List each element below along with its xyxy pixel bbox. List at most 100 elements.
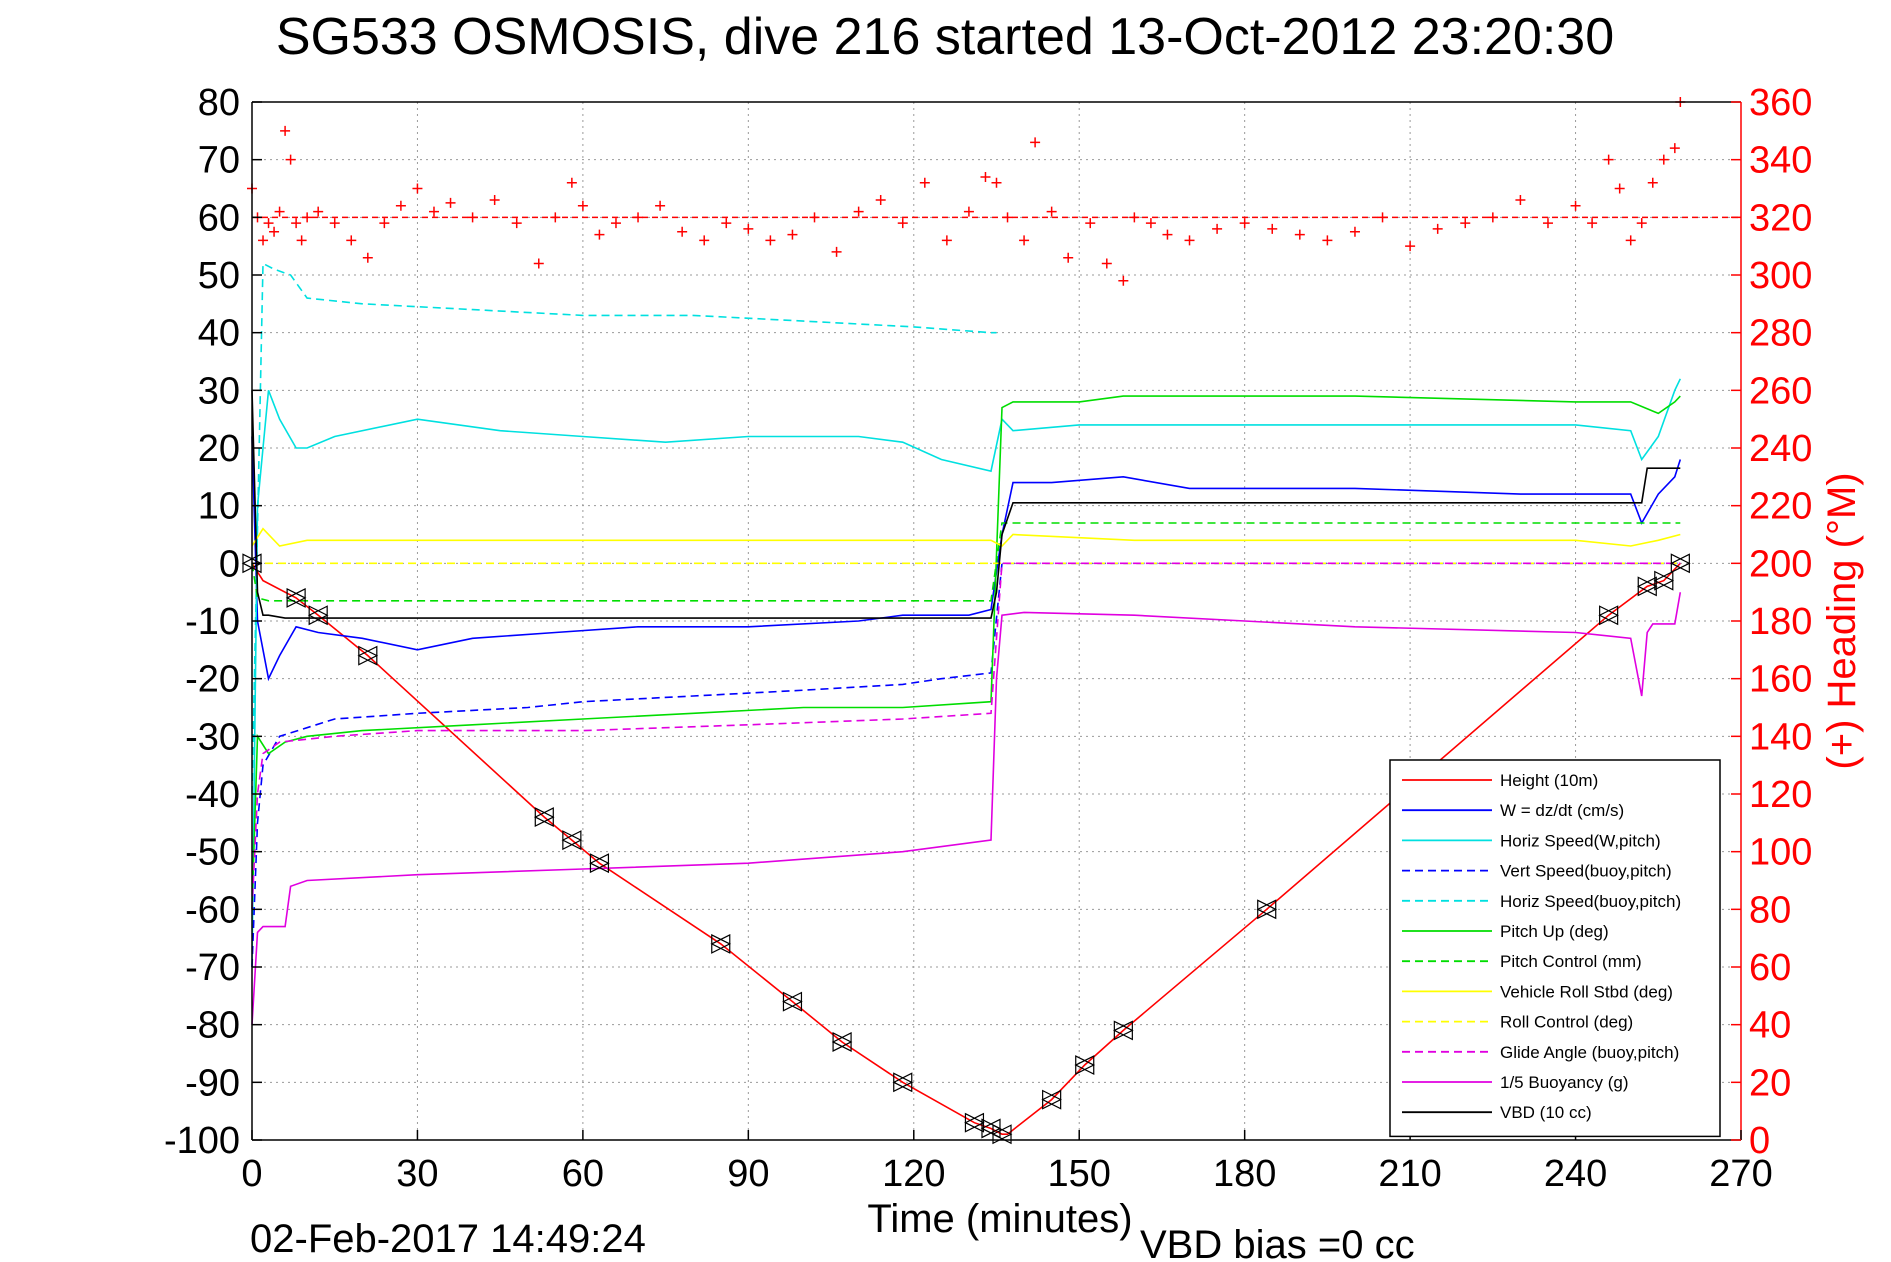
heading-point xyxy=(1101,258,1112,269)
heading-point xyxy=(1487,212,1498,223)
heading-point xyxy=(329,218,340,229)
right-y-tick-label: 240 xyxy=(1749,428,1812,470)
right-y-tick-label: 0 xyxy=(1749,1120,1770,1162)
heading-point xyxy=(787,229,798,240)
y-tick-label: -30 xyxy=(185,716,240,758)
heading-point xyxy=(1658,154,1669,165)
x-tick-label: 180 xyxy=(1213,1153,1276,1195)
legend: Height (10m) W = dz/dt (cm/s) Horiz Speed(… xyxy=(1389,759,1721,1138)
heading-point xyxy=(1542,218,1553,229)
heading-point xyxy=(274,206,285,217)
heading-point xyxy=(1129,212,1140,223)
heading-point xyxy=(1570,200,1581,211)
x-tick-label: 270 xyxy=(1709,1153,1772,1195)
y-tick-label: 50 xyxy=(198,255,240,297)
heading-point xyxy=(1647,177,1658,188)
heading-point xyxy=(467,212,478,223)
heading-point xyxy=(489,195,500,206)
right-y-tick-label: 160 xyxy=(1749,659,1812,701)
heading-point xyxy=(991,177,1002,188)
heading-point xyxy=(875,195,886,206)
heading-point xyxy=(280,125,291,136)
heading-point xyxy=(258,235,269,246)
y-tick-label: 80 xyxy=(198,82,240,124)
heading-point xyxy=(1432,223,1443,234)
heading-point xyxy=(743,223,754,234)
series-line xyxy=(251,562,1681,910)
heading-point xyxy=(1603,154,1614,165)
depth-marker xyxy=(991,1124,1013,1145)
x-tick-label: 210 xyxy=(1378,1153,1441,1195)
heading-point xyxy=(1118,275,1129,286)
series-line xyxy=(251,395,1681,910)
y-tick-label: -90 xyxy=(185,1062,240,1104)
heading-point xyxy=(963,206,974,217)
x-tick-label: 90 xyxy=(727,1153,769,1195)
heading-point xyxy=(428,206,439,217)
heading-point xyxy=(699,235,710,246)
heading-point xyxy=(677,226,688,237)
axes: 0 30 60 90 120 150 180 210 240 270-100-90-80-70-6… xyxy=(164,82,1812,1195)
series-line xyxy=(251,436,1682,682)
depth-marker xyxy=(710,933,732,954)
y-tick-label: -80 xyxy=(185,1005,240,1047)
x-tick-label: 60 xyxy=(562,1153,604,1195)
depth-marker xyxy=(1041,1089,1062,1110)
y-tick-label: 70 xyxy=(198,140,240,182)
right-y-tick-label: 280 xyxy=(1749,313,1812,355)
right-y-tick-label: 40 xyxy=(1749,1005,1791,1047)
heading-point xyxy=(533,258,544,269)
y-tick-label: -60 xyxy=(185,889,240,931)
heading-point xyxy=(721,218,732,229)
legend-entry: Roll Control (deg) xyxy=(1500,1013,1633,1032)
depth-marker xyxy=(533,807,555,828)
depth-marker xyxy=(1636,576,1658,597)
heading-point xyxy=(980,171,991,182)
heading-point xyxy=(285,154,296,165)
right-axis-label: (+) Heading (°M) xyxy=(1820,472,1864,769)
right-y-tick-label: 360 xyxy=(1749,82,1812,124)
x-tick-label: 0 xyxy=(241,1153,262,1195)
footer-note: VBD bias =0 cc xyxy=(1140,1223,1415,1262)
y-tick-label: 10 xyxy=(198,486,240,528)
heading-point xyxy=(445,197,456,208)
depth-marker xyxy=(1112,1020,1134,1041)
legend-entry: Horiz Speed(W,pitch) xyxy=(1500,831,1661,850)
legend-entry: Height (10m) xyxy=(1500,771,1598,790)
heading-point xyxy=(853,206,864,217)
legend-entry: 1/5 Buoyancy (g) xyxy=(1500,1073,1629,1092)
y-tick-label: 20 xyxy=(198,428,240,470)
heading-point xyxy=(362,252,373,263)
heading-point xyxy=(1162,229,1173,240)
legend-entry: Vehicle Roll Stbd (deg) xyxy=(1500,982,1673,1001)
heading-point xyxy=(1460,218,1471,229)
depth-marker xyxy=(1669,553,1691,574)
heading-point xyxy=(313,206,324,217)
series-line xyxy=(251,390,1681,619)
depth-marker xyxy=(589,853,610,874)
heading-point xyxy=(1614,183,1625,194)
heading-point xyxy=(550,212,561,223)
x-tick-label: 30 xyxy=(396,1153,438,1195)
right-y-tick-label: 200 xyxy=(1749,543,1812,585)
series-line xyxy=(251,262,997,795)
heading-point xyxy=(1212,223,1223,234)
heading-point xyxy=(1515,195,1526,206)
legend-entry: Pitch Control (mm) xyxy=(1500,952,1642,971)
heading-point xyxy=(395,200,406,211)
depth-marker xyxy=(1653,570,1675,591)
y-tick-label: -50 xyxy=(185,832,240,874)
heading-point xyxy=(1322,235,1333,246)
heading-point xyxy=(346,235,357,246)
series-line xyxy=(251,562,1681,1135)
heading-point xyxy=(291,218,302,229)
heading-point xyxy=(1669,143,1680,154)
y-tick-label: 0 xyxy=(219,543,240,585)
y-tick-label: -100 xyxy=(164,1120,240,1162)
right-y-tick-label: 60 xyxy=(1749,947,1791,989)
x-tick-label: 240 xyxy=(1544,1153,1607,1195)
chart-title: SG533 OSMOSIS, dive 216 started 13-Oct-2… xyxy=(276,8,1614,66)
heading-point xyxy=(1019,235,1030,246)
right-y-tick-label: 20 xyxy=(1749,1062,1791,1104)
